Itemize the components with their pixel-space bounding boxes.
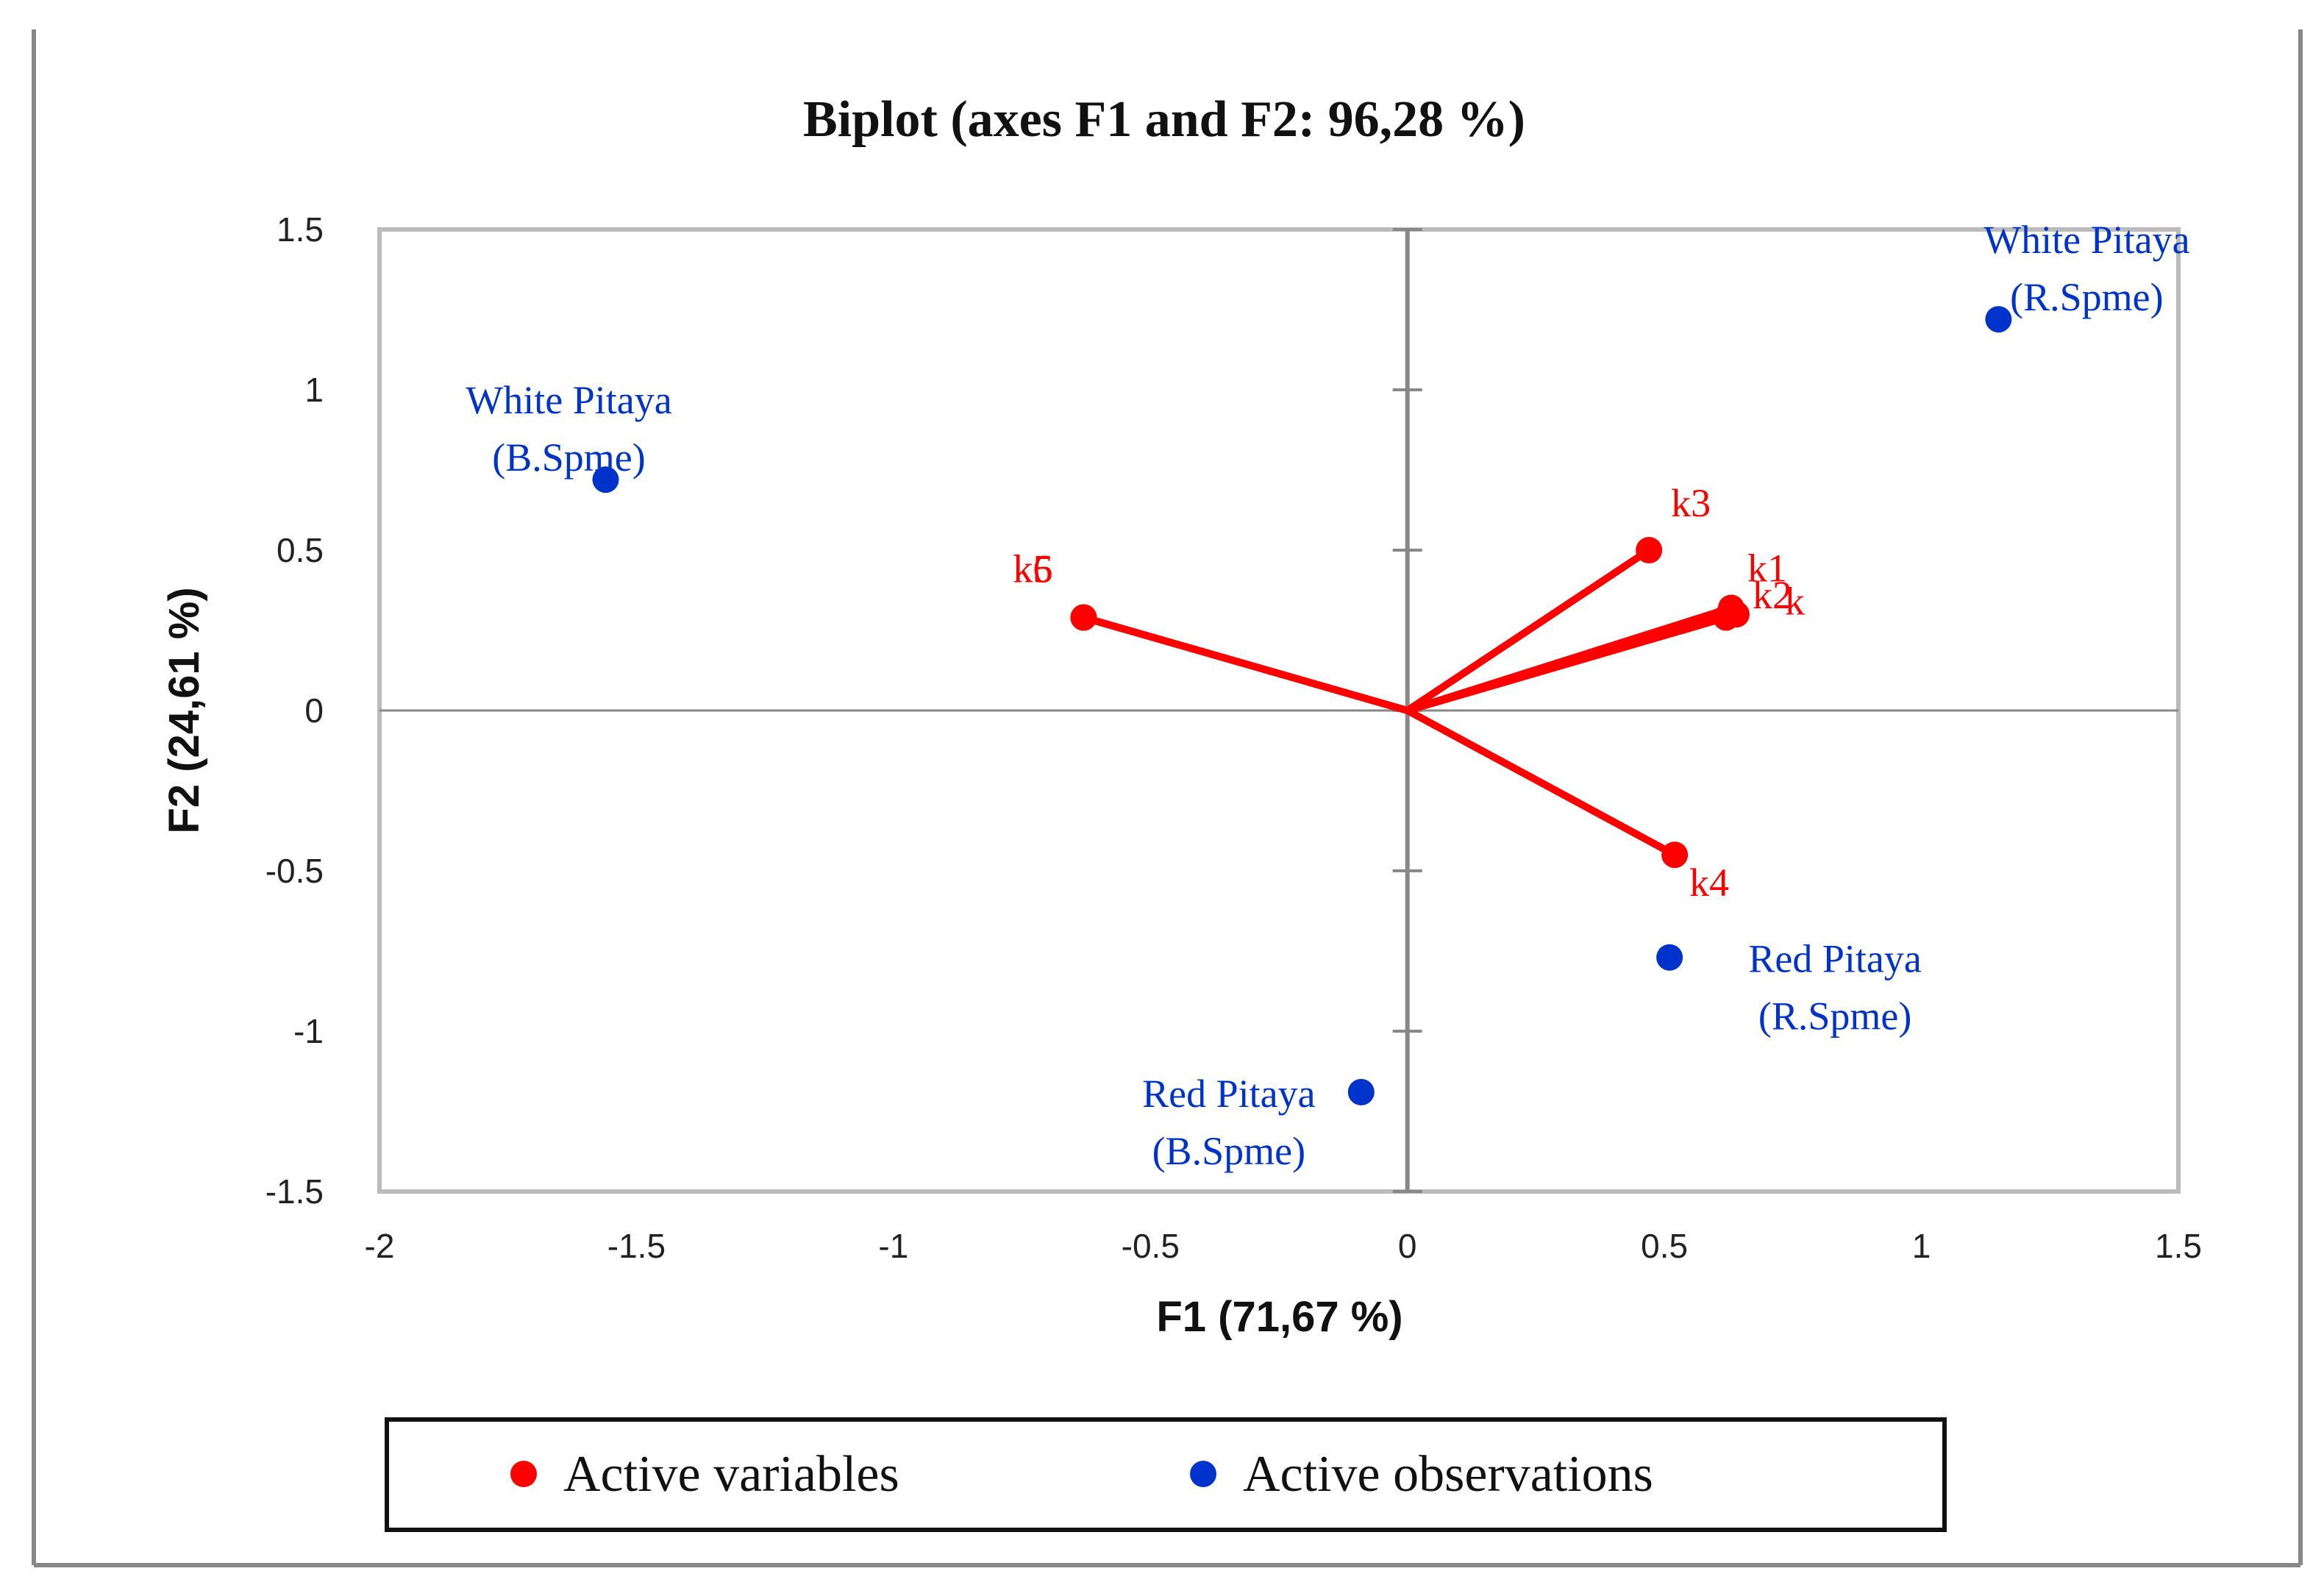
observation-point: [1656, 944, 1683, 971]
observation-point: [592, 466, 619, 494]
x-tick-label: -2: [365, 1227, 395, 1265]
y-tick-label: -0.5: [265, 852, 324, 890]
x-tick-label: 1.5: [2155, 1227, 2202, 1265]
variable-point-k4: [1661, 841, 1689, 869]
chart-title: Biplot (axes F1 and F2: 96,28 %): [803, 91, 1525, 148]
variable-point-k6: [1070, 604, 1097, 631]
variable-vector-k3: [1403, 546, 1653, 714]
legend-box: [385, 1417, 1947, 1532]
x-tick-label: -1.5: [607, 1227, 666, 1265]
observation-label: (B.Spme): [1152, 1129, 1306, 1173]
observation-label: (B.Spme): [492, 435, 646, 480]
x-tick-label: -0.5: [1122, 1227, 1180, 1265]
variable-label-k6: k6: [1013, 547, 1052, 591]
variable-label-k2: k2: [1753, 573, 1792, 617]
observation-point: [1985, 306, 2012, 333]
x-tick-label: 0.5: [1641, 1227, 1688, 1265]
observation-points: White Pitaya (R.Spme) White Pitaya (B.Spme)…: [466, 218, 2189, 1173]
variable-point-k3: [1636, 537, 1663, 563]
observation-label: White Pitaya: [466, 378, 671, 422]
y-tick-label: 1.5: [277, 210, 324, 249]
x-axis-title: F1 (71,67 %): [1156, 1293, 1402, 1341]
variable-label-k3: k3: [1671, 481, 1711, 525]
observation-point: [1347, 1078, 1375, 1105]
legend-label-variables: Active variables: [563, 1446, 899, 1503]
x-tick-labels: -2 -1.5 -1 -0.5 0 0.5 1 1.5: [365, 1227, 2202, 1265]
variable-label-k1: k1: [1747, 546, 1787, 590]
y-tick-labels: 1.5 1 0.5 0 -0.5 -1 -1.5: [265, 210, 324, 1211]
variable-vector-k6: [1080, 613, 1411, 714]
observation-label: Red Pitaya: [1748, 937, 1921, 981]
y-axis-title: F2 (24,61 %): [160, 587, 208, 833]
x-tick-label: -1: [878, 1227, 908, 1265]
legend: Active variables Active observations: [385, 1417, 1947, 1532]
y-tick-label: -1.5: [265, 1172, 324, 1211]
y-tick-label: 1: [304, 371, 324, 409]
legend-marker-variables: [510, 1461, 537, 1487]
observation-label: Red Pitaya: [1142, 1072, 1315, 1116]
y-tick-label: 0: [304, 691, 324, 730]
observation-label: White Pitaya: [1983, 218, 2189, 262]
variable-point-k: [1713, 604, 1740, 631]
variable-vector-k: [1403, 613, 1730, 714]
x-tick-label: 0: [1398, 1227, 1417, 1265]
observation-label: (R.Spme): [1758, 994, 1912, 1039]
variable-label-k: k: [1785, 580, 1805, 624]
variable-vector-k4: [1403, 707, 1679, 859]
variable-label-k5: k5: [1013, 547, 1052, 591]
y-tick-label: 0.5: [277, 531, 324, 569]
legend-marker-observations: [1190, 1461, 1216, 1487]
legend-label-observations: Active observations: [1243, 1446, 1653, 1503]
observation-label: (R.Spme): [2010, 275, 2164, 319]
x-tick-label: 1: [1912, 1227, 1931, 1265]
variable-label-k4: k4: [1689, 861, 1729, 905]
y-tick-label: -1: [293, 1012, 324, 1050]
